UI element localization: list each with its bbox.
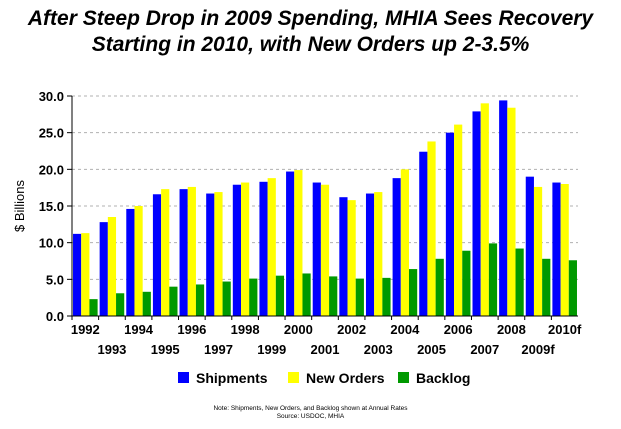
y-tick-label: 20.0 <box>39 162 64 177</box>
x-tick-label: 2002 <box>337 322 366 337</box>
bar-backlog <box>275 275 285 316</box>
y-tick-label: 5.0 <box>46 272 64 287</box>
x-tick-label: 2000 <box>284 322 313 337</box>
x-tick-label: 2010f <box>548 322 582 337</box>
chart-note: Note: Shipments, New Orders, and Backlog… <box>0 405 621 421</box>
bar-backlog <box>195 284 205 316</box>
bar-new-orders <box>427 141 436 316</box>
bar-shipments <box>552 182 561 316</box>
x-tick-label: 1998 <box>231 322 260 337</box>
bar-shipments <box>339 197 348 316</box>
bar-shipments <box>365 193 375 316</box>
bar-new-orders <box>134 206 143 316</box>
x-tick-label: 2009f <box>521 342 555 357</box>
note-line: Note: Shipments, New Orders, and Backlog… <box>213 405 408 412</box>
bar-new-orders <box>480 103 489 316</box>
bar-new-orders <box>214 192 223 316</box>
legend-label-shipments: Shipments <box>196 370 268 386</box>
bar-new-orders <box>454 124 463 316</box>
bar-new-orders <box>187 186 196 316</box>
bar-backlog <box>329 276 338 316</box>
legend-label-backlog: Backlog <box>416 370 470 386</box>
bar-backlog <box>542 258 551 316</box>
bar-new-orders <box>241 182 250 316</box>
bar-shipments <box>525 176 534 316</box>
bar-new-orders <box>161 189 170 316</box>
chart-title-line-1: After Steep Drop in 2009 Spending, MHIA … <box>27 7 594 30</box>
bar-backlog <box>355 278 364 316</box>
bar-backlog <box>515 248 524 316</box>
y-tick-label: 10.0 <box>39 236 64 251</box>
bar-backlog <box>222 281 231 316</box>
bar-new-orders <box>267 178 276 316</box>
x-tick-label: 2007 <box>470 342 499 357</box>
bar-backlog <box>488 243 498 316</box>
bar-backlog <box>89 299 98 316</box>
x-tick-label: 2004 <box>390 322 420 337</box>
bar-shipments <box>312 182 321 316</box>
bar-shipments <box>286 171 295 316</box>
y-tick-label: 15.0 <box>39 199 64 214</box>
source-line: Source: USDOC, MHIA <box>276 413 345 420</box>
bar-shipments <box>472 111 481 317</box>
bar-shipments <box>392 178 401 316</box>
y-tick-label: 0.0 <box>46 309 64 324</box>
x-tick-label: 1993 <box>97 342 126 357</box>
bar-shipments <box>499 100 508 317</box>
x-tick-label: 2001 <box>311 342 340 357</box>
bar-shipments <box>179 189 188 316</box>
x-tick-label: 1995 <box>151 342 180 357</box>
chart-title-line-2: Starting in 2010, with New Orders up 2-3… <box>91 33 530 56</box>
legend-label-new-orders: New Orders <box>306 370 385 386</box>
bar-backlog <box>435 258 444 316</box>
legend-swatch-new-orders <box>288 372 299 383</box>
bar-backlog <box>462 250 471 316</box>
bar-backlog <box>408 269 418 316</box>
bar-new-orders <box>400 169 409 316</box>
bar-new-orders <box>560 184 569 316</box>
bar-backlog <box>142 291 151 316</box>
bar-new-orders <box>347 200 356 316</box>
bar-new-orders <box>81 233 90 316</box>
x-tick-label: 2005 <box>417 342 446 357</box>
bar-new-orders <box>507 107 516 316</box>
bar-shipments <box>126 208 135 316</box>
bar-new-orders <box>294 170 303 316</box>
x-tick-label: 2006 <box>444 322 473 337</box>
bar-backlog <box>249 278 258 316</box>
y-axis-label: $ Billions <box>12 179 27 232</box>
bar-shipments <box>152 194 162 316</box>
bar-backlog <box>169 286 178 316</box>
y-tick-label: 30.0 <box>39 89 64 104</box>
x-tick-label: 2003 <box>364 342 393 357</box>
bar-backlog <box>302 273 311 316</box>
bar-shipments <box>259 181 268 316</box>
bar-backlog <box>568 260 577 316</box>
x-tick-label: 2008 <box>497 322 526 337</box>
y-tick-label: 25.0 <box>39 126 64 141</box>
x-tick-label: 1994 <box>124 322 154 337</box>
x-tick-label: 1997 <box>204 342 233 357</box>
bar-new-orders <box>320 184 330 316</box>
bar-new-orders <box>107 217 117 316</box>
bar-shipments <box>419 151 428 316</box>
x-tick-label: 1999 <box>257 342 286 357</box>
bar-backlog <box>382 277 391 316</box>
legend-swatch-shipments <box>178 372 189 383</box>
bar-new-orders <box>374 192 383 316</box>
bar-shipments <box>445 132 455 316</box>
bar-shipments <box>73 233 82 316</box>
bar-shipments <box>206 193 215 316</box>
bar-shipments <box>99 222 108 316</box>
legend-swatch-backlog <box>398 372 409 383</box>
bar-shipments <box>232 184 242 316</box>
bar-new-orders <box>533 186 543 316</box>
chart-title: After Steep Drop in 2009 Spending, MHIA … <box>0 6 621 58</box>
bar-backlog <box>116 293 125 316</box>
x-tick-label: 1992 <box>71 322 100 337</box>
x-tick-label: 1996 <box>177 322 206 337</box>
